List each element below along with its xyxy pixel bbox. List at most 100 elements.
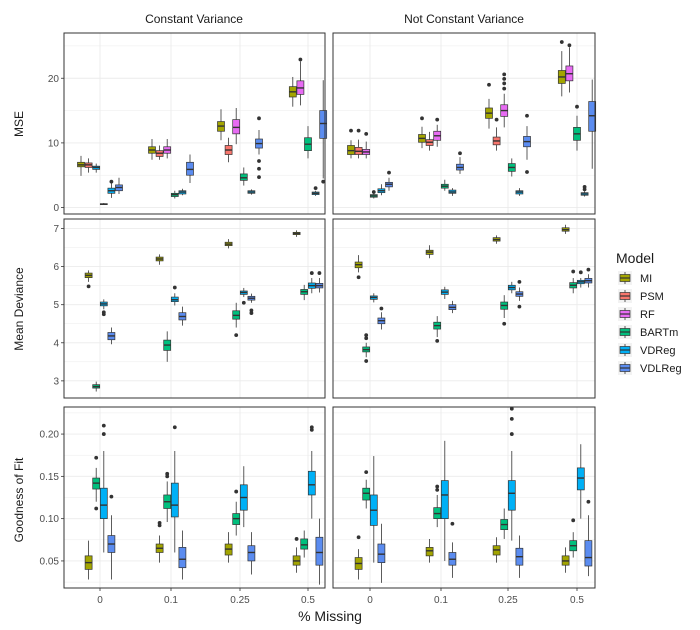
box-mi-0 — [354, 535, 363, 580]
outlier-point — [101, 310, 106, 315]
outlier-point — [364, 470, 369, 475]
box-vdlreg-0-25 — [247, 293, 256, 315]
facet-title-not-constant-variance: Not Constant Variance — [404, 12, 524, 26]
box-body — [247, 545, 256, 562]
box-mi-0-25 — [224, 239, 233, 249]
box-vdreg-0-1 — [170, 285, 179, 306]
y-tick-label: 20 — [48, 74, 60, 85]
legend-item-rf: RF — [618, 307, 655, 321]
box-vdlreg-0-25 — [515, 535, 524, 578]
outlier-point — [298, 57, 303, 62]
outlier-point — [567, 43, 572, 48]
legend-label-bartm: BARTm — [640, 327, 678, 339]
outlier-point — [502, 72, 507, 77]
x-tick-label: 0.5 — [301, 595, 315, 606]
y-tick-label: 0.10 — [40, 514, 60, 525]
outlier-point — [487, 82, 491, 87]
outlier-point — [356, 535, 361, 540]
box-psm-0 — [84, 158, 93, 173]
panel-background — [333, 219, 595, 398]
box-bartm-0 — [99, 203, 108, 206]
box-vdlreg-0 — [377, 523, 386, 583]
y-tick-label: 4 — [53, 338, 59, 349]
outlier-point — [257, 175, 261, 180]
box-mi-0-5 — [561, 547, 570, 573]
outlier-point — [172, 285, 177, 290]
x-tick-label: 0.1 — [434, 595, 448, 606]
box-bartm-0-5 — [573, 104, 581, 151]
outlier-point — [349, 128, 353, 133]
box-rf-0-1 — [163, 139, 172, 159]
panel-mse-col-1: 0 10 20 — [48, 32, 328, 215]
box-vdreg-0-1 — [440, 286, 449, 299]
box-mi-0-25 — [485, 82, 493, 129]
box-body — [315, 536, 324, 566]
box-vdreg-0-25 — [507, 281, 516, 294]
box-bartm-0 — [369, 190, 378, 199]
outlier-point — [571, 518, 576, 523]
box-bartm-0-1 — [163, 331, 172, 362]
x-tick-label: 0.25 — [230, 595, 250, 606]
box-vdlreg-0 — [385, 170, 393, 191]
outlier-point — [502, 81, 507, 86]
box-vdlreg-0-5 — [584, 499, 593, 577]
box-mi-0 — [77, 155, 85, 176]
outlier-point — [234, 489, 239, 494]
x-axis-title: % Missing — [298, 608, 362, 624]
x-tick-label: 0 — [367, 595, 373, 606]
box-bartm-0-25 — [232, 302, 241, 338]
box-vdlreg-0-5 — [588, 79, 597, 169]
box-vdreg-0-5 — [576, 444, 585, 519]
outlier-point — [321, 179, 326, 184]
outlier-point — [435, 487, 440, 492]
box-mi-0 — [84, 270, 93, 289]
box-vdreg-0-25 — [239, 287, 248, 305]
box-vdreg-0-5 — [580, 184, 589, 197]
y-axis-title-goodness-of-fit: Goodness of Fit — [12, 457, 26, 542]
box-vdreg-0-5 — [311, 186, 320, 196]
box-bartm-0-5 — [300, 284, 309, 301]
box-mi-0-1 — [425, 245, 434, 259]
panel-background — [333, 33, 595, 214]
box-bartm-0-1 — [163, 471, 172, 523]
outlier-point — [241, 300, 246, 305]
outlier-point — [502, 86, 507, 91]
box-vdreg-0-25 — [507, 406, 516, 541]
box-body — [507, 480, 516, 511]
legend-item-vdreg: VDReg — [618, 343, 675, 357]
box-mi-0 — [354, 255, 363, 280]
y-tick-label: 0.05 — [40, 556, 60, 567]
y-tick-label: 0 — [53, 203, 59, 214]
outlier-point — [249, 308, 254, 313]
legend-label-vdreg: VDReg — [640, 345, 675, 357]
box-bartm-0-25 — [232, 489, 241, 536]
box-vdreg-0-1 — [178, 188, 187, 196]
legend: Model MI PSM RF BARTm VDReg VDLReg — [616, 250, 682, 375]
outlier-point — [435, 117, 440, 122]
outlier-point — [509, 406, 514, 411]
outlier-point — [94, 455, 99, 460]
outlier-point — [586, 267, 591, 272]
box-mi-0-5 — [292, 230, 301, 237]
legend-item-mi: MI — [618, 271, 652, 285]
box-vdlreg-0 — [107, 327, 116, 345]
outlier-point — [356, 275, 361, 280]
box-body — [170, 482, 179, 518]
box-bartm-0-5 — [300, 530, 309, 558]
y-tick-label: 3 — [53, 376, 59, 387]
box-vdlreg-0-5 — [315, 518, 324, 585]
box-vdreg-0 — [92, 163, 101, 173]
outlier-point — [578, 270, 583, 275]
box-psm-0-1 — [155, 145, 164, 160]
box-body — [300, 538, 309, 550]
box-vdlreg-0-1 — [178, 306, 187, 326]
outlier-point — [356, 128, 361, 133]
outlier-point — [509, 416, 514, 421]
y-tick-label: 10 — [48, 138, 60, 149]
outlier-point — [313, 186, 318, 191]
box-psm-0-1 — [425, 131, 434, 151]
box-vdlreg-0-5 — [584, 267, 593, 288]
box-vdreg-0-5 — [307, 271, 316, 294]
x-tick-label: 0.1 — [164, 595, 178, 606]
box-mi-0-25 — [224, 532, 233, 563]
